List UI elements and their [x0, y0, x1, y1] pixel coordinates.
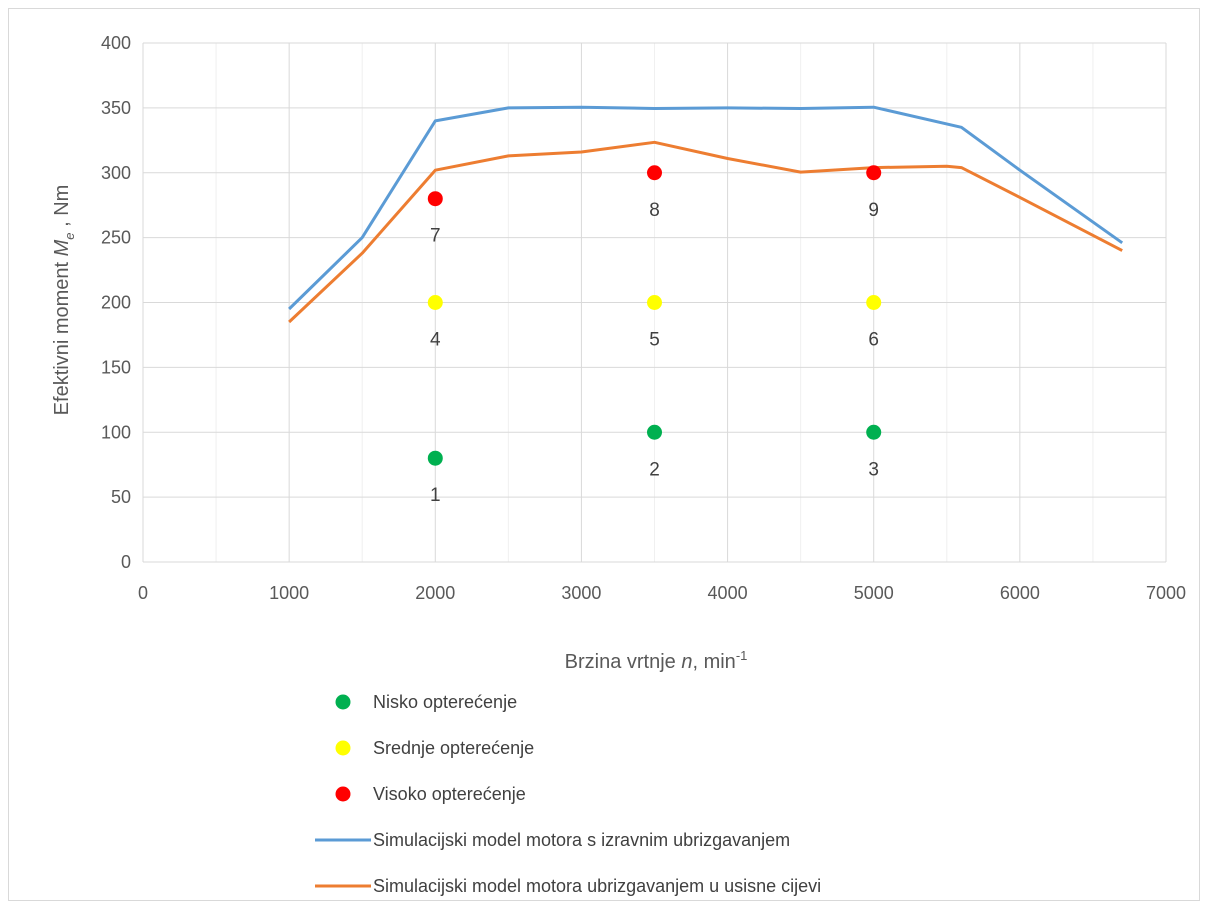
point-label: 9 [868, 200, 879, 221]
legend-label: Srednje opterećenje [373, 738, 534, 758]
point-label: 5 [649, 330, 660, 351]
y-tick-label: 250 [101, 228, 131, 248]
series-line [288, 105, 1124, 311]
legend-label: Simulacijski model motora s izravnim ubr… [373, 830, 790, 850]
series-3: 4 5 6 [427, 295, 882, 351]
legend-item: Visoko opterećenje [335, 784, 526, 804]
legend-marker-swatch [335, 740, 351, 756]
series-line [288, 140, 1123, 324]
legend-item: Simulacijski model motora s izravnim ubr… [315, 830, 790, 850]
series-4: 7 8 9 [427, 165, 882, 247]
y-tick-label: 100 [101, 422, 131, 442]
x-tick-label: 4000 [708, 583, 748, 603]
y-axis-title: Efektivni moment Me , Nm [51, 185, 77, 416]
x-tick-label: 0 [138, 583, 148, 603]
data-point [647, 424, 662, 440]
y-tick-label: 200 [101, 293, 131, 313]
data-point [647, 295, 662, 310]
data-point [427, 191, 443, 207]
x-tick-label: 1000 [269, 583, 309, 603]
series-2: 1 2 3 [427, 424, 882, 506]
legend-label: Visoko opterećenje [373, 784, 526, 804]
y-tick-label: 50 [111, 487, 131, 507]
legend-item: Srednje opterećenje [335, 738, 534, 758]
x-tick-label: 5000 [854, 583, 894, 603]
x-tick-label: 7000 [1146, 583, 1186, 603]
x-axis-title: Brzina vrtnje n, min-1 [565, 648, 748, 673]
x-tick-label: 2000 [415, 583, 455, 603]
x-tick-label: 6000 [1000, 583, 1040, 603]
series-0 [288, 105, 1124, 311]
data-point [427, 295, 443, 310]
point-label: 8 [649, 200, 660, 221]
point-label: 3 [868, 459, 879, 480]
data-point [866, 295, 882, 310]
y-tick-label: 400 [101, 33, 131, 53]
point-label: 2 [649, 459, 660, 480]
legend-label: Simulacijski model motora ubrizgavanjem … [373, 876, 821, 896]
x-tick-label: 3000 [561, 583, 601, 603]
tick-labels: 0 1000 2000 3000 4000 5000 6000 7000 0 50 100 150 20… [101, 33, 1186, 603]
data-point [866, 424, 882, 440]
legend: Nisko opterećenje Srednje opterećenje Viso… [315, 692, 821, 896]
legend-marker-swatch [335, 786, 351, 802]
data-point [647, 165, 662, 181]
point-label: 1 [430, 485, 441, 506]
y-tick-label: 350 [101, 98, 131, 118]
data-point [866, 165, 882, 181]
series-layer: 1 2 3 4 5 6 7 8 9 [288, 105, 1124, 506]
legend-marker-swatch [335, 694, 351, 710]
point-label: 4 [430, 330, 441, 351]
data-point [427, 450, 443, 466]
point-label: 6 [868, 330, 879, 351]
legend-item: Nisko opterećenje [335, 692, 517, 712]
point-label: 7 [430, 226, 441, 247]
y-tick-label: 150 [101, 357, 131, 377]
series-1 [288, 140, 1123, 324]
legend-item: Simulacijski model motora ubrizgavanjem … [315, 876, 821, 896]
legend-label: Nisko opterećenje [373, 692, 517, 712]
y-tick-label: 300 [101, 163, 131, 183]
y-tick-label: 0 [121, 552, 131, 572]
